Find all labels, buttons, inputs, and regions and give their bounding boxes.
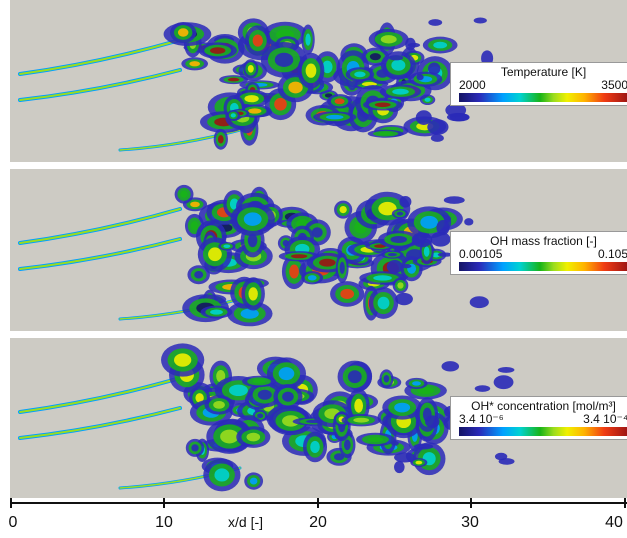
oh-mass-fraction-legend: OH mass fraction [-] 0.00105 0.105 [450, 231, 627, 275]
legend-max: 3.4 10⁻⁴ [583, 412, 627, 426]
x-axis: 0 10 20 30 40 x/d [-] [0, 498, 627, 538]
axis-tick [317, 498, 319, 508]
legend-max: 0.105 [597, 247, 627, 261]
colorbar [459, 262, 627, 271]
axis-tick [624, 498, 626, 508]
axis-tick [470, 498, 472, 508]
legend-title: OH mass fraction [-] [490, 234, 597, 248]
legend-min: 0.00105 [459, 247, 503, 261]
oh-mass-fraction-field-image [18, 184, 500, 327]
temperature-panel: Temperature [K] 2000 3500 [10, 0, 627, 162]
tick-label: 0 [8, 514, 18, 531]
legend-max: 3500 [601, 78, 627, 92]
legend-title: OH* concentration [mol/m³] [471, 399, 616, 413]
axis-tick [10, 498, 12, 508]
axis-title: x/d [-] [228, 514, 264, 530]
legend-min: 2000 [459, 78, 486, 92]
oh-star-concentration-field-image [18, 343, 515, 492]
oh-star-concentration-legend: OH* concentration [mol/m³] 3.4 10⁻⁶ 3.4 … [450, 396, 627, 440]
tick-label: 40 [605, 514, 623, 531]
legend-title: Temperature [K] [500, 65, 587, 79]
colorbar [459, 93, 627, 102]
tick-label: 30 [461, 514, 479, 531]
axis-tick [163, 498, 165, 508]
temperature-field-image [18, 17, 494, 152]
legend-min: 3.4 10⁻⁶ [459, 412, 504, 426]
oh-star-concentration-panel: OH* concentration [mol/m³] 3.4 10⁻⁶ 3.4 … [10, 338, 627, 498]
oh-mass-fraction-panel: OH mass fraction [-] 0.00105 0.105 [10, 169, 627, 331]
temperature-legend: Temperature [K] 2000 3500 [450, 62, 627, 106]
tick-label: 20 [309, 514, 327, 531]
colorbar [459, 427, 627, 436]
tick-label: 10 [155, 514, 173, 531]
